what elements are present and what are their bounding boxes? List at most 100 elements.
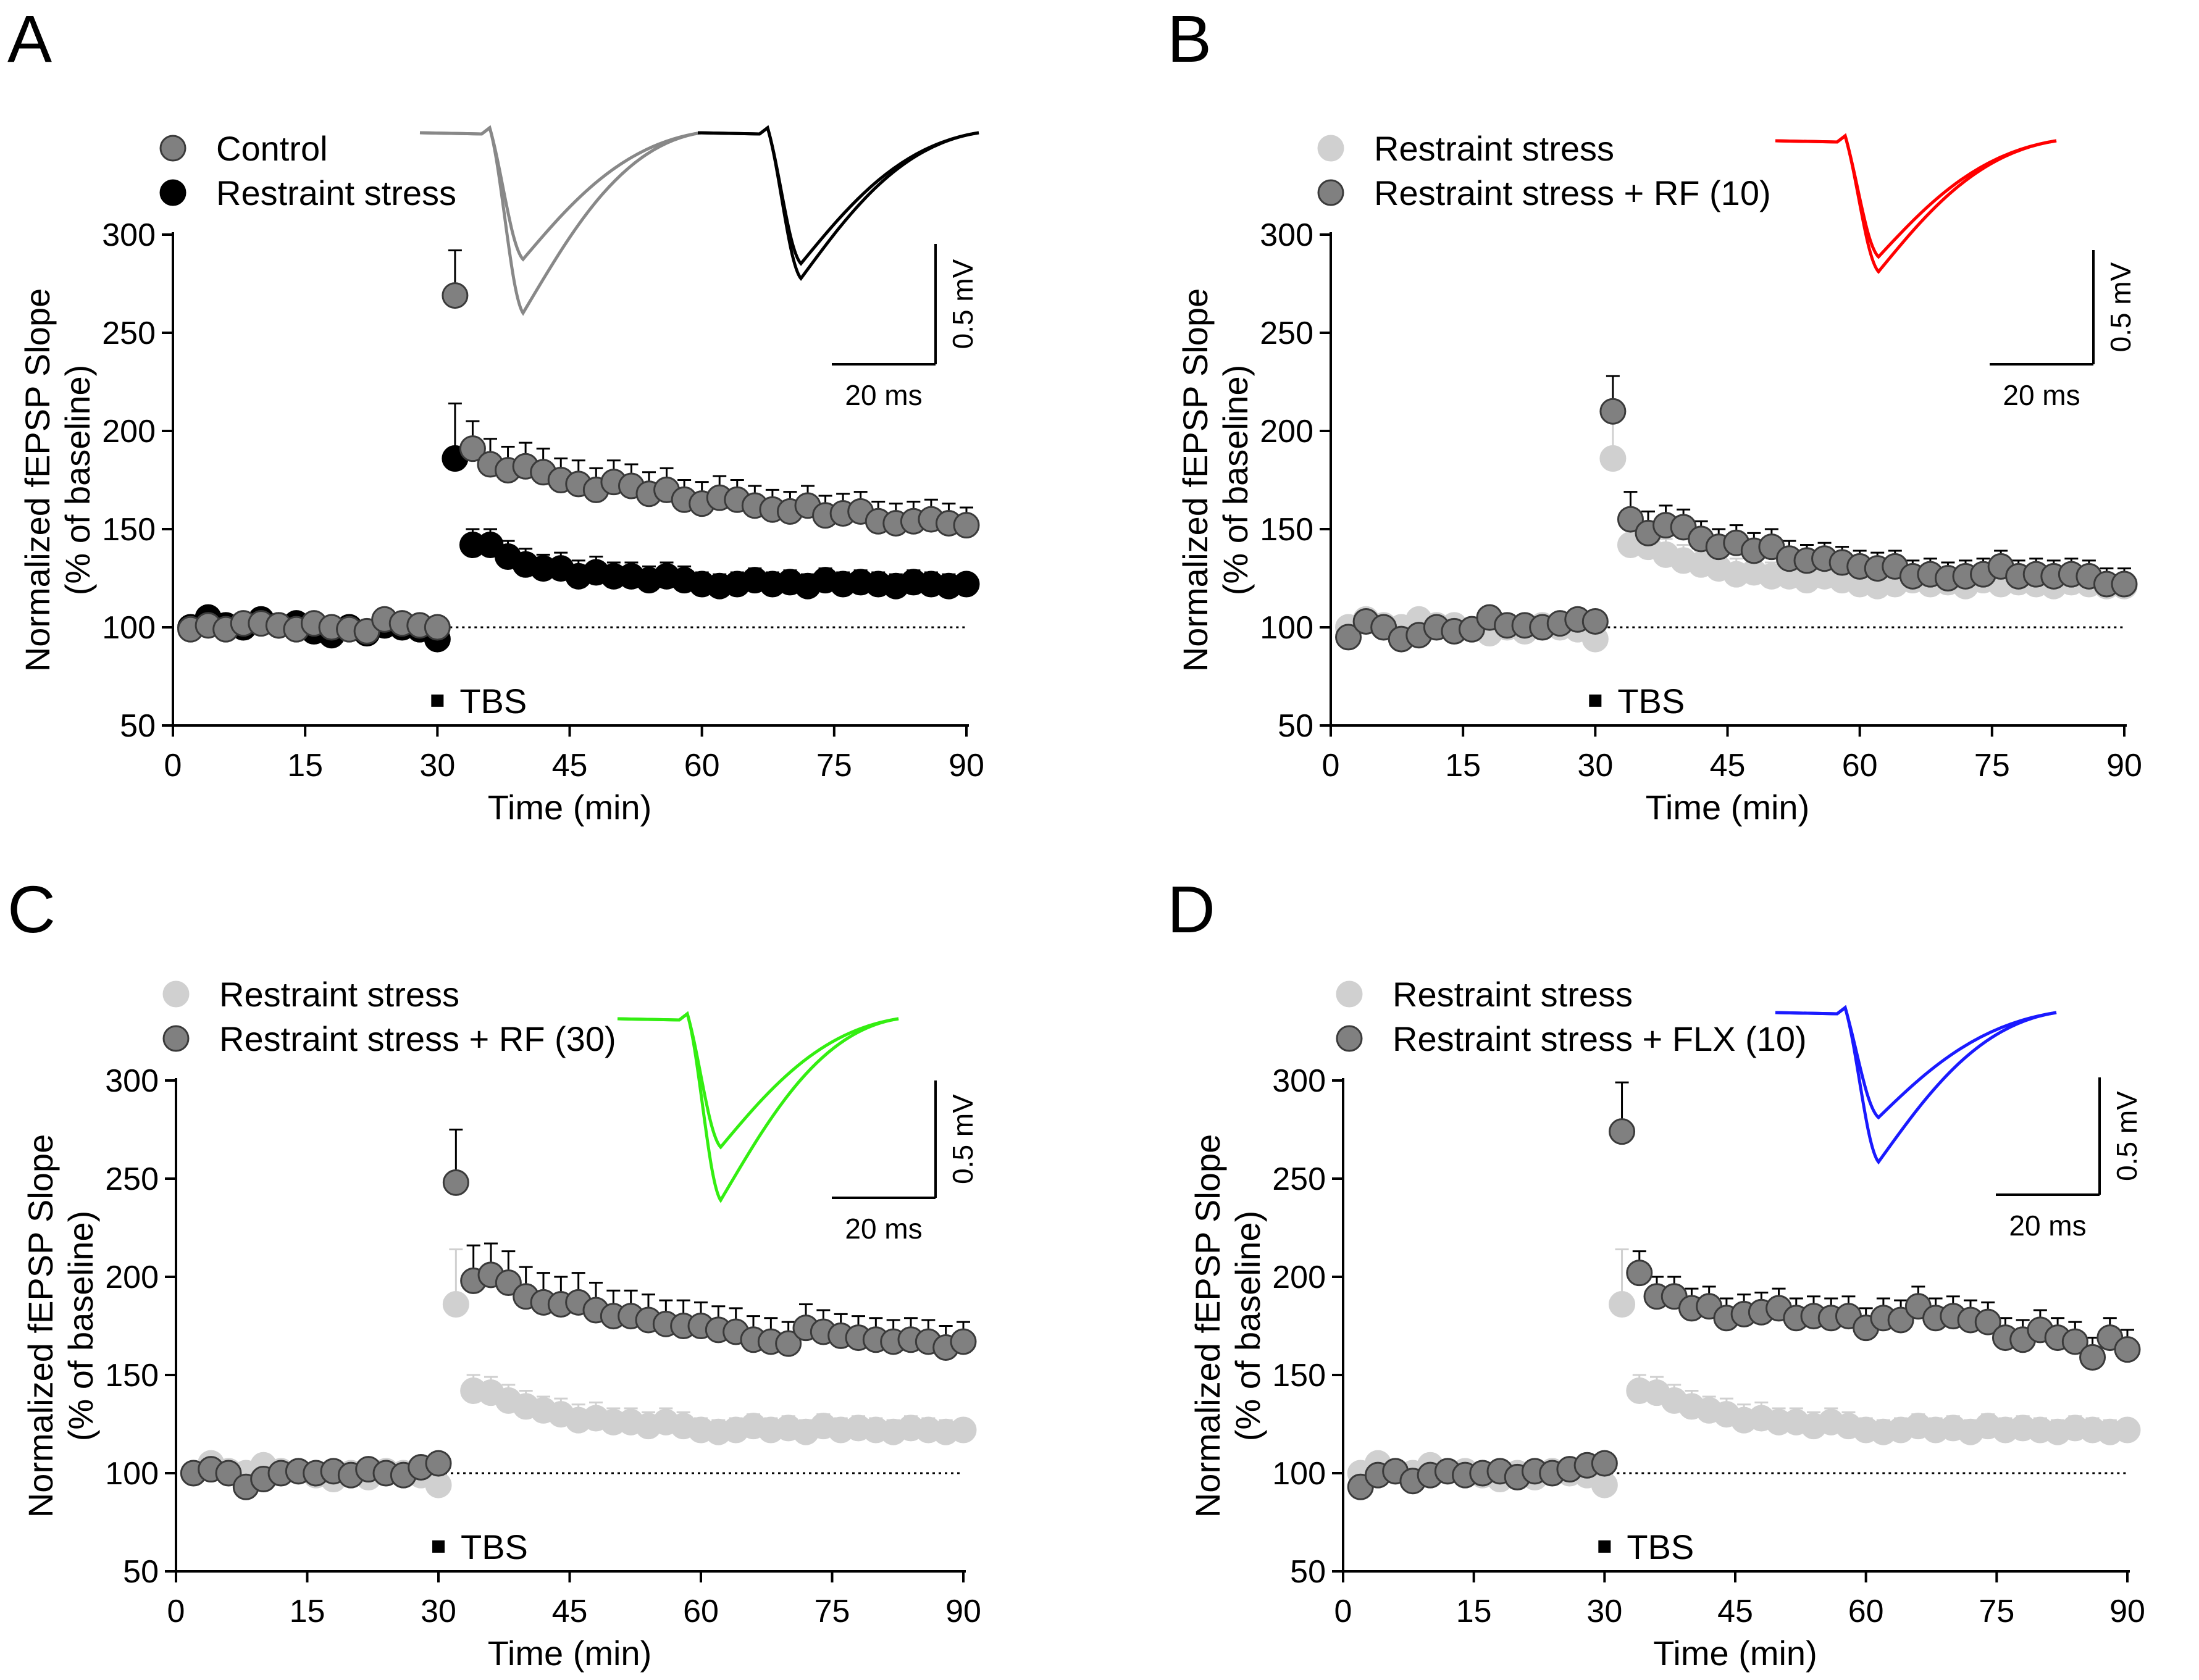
data-point-d-s1 xyxy=(2114,1336,2141,1363)
y-axis-sublabel-c: (% of baseline) xyxy=(61,1211,100,1442)
y-axis-label-d: Normalized fEPSP Slope xyxy=(1188,1134,1227,1518)
data-point-d-s1 xyxy=(1626,1260,1653,1287)
data-point-b-s1 xyxy=(2111,570,2138,598)
panel-letter-a: A xyxy=(7,1,52,76)
tbs-marker-d xyxy=(1598,1540,1611,1553)
data-point-d-s1 xyxy=(1591,1450,1618,1477)
x-tick-label-c: 60 xyxy=(683,1594,719,1629)
data-point-d-s1 xyxy=(2079,1344,2106,1371)
x-tick-label-a: 30 xyxy=(419,748,455,784)
fepsp-trace-b-0-1 xyxy=(1775,133,2057,274)
legend-label-c: Restraint stress + RF (30) xyxy=(219,1019,616,1058)
x-tick-label-c: 15 xyxy=(290,1594,325,1629)
panel-letter-b: B xyxy=(1167,1,1212,76)
data-point-a-s1 xyxy=(953,512,980,539)
data-point-b-s1 xyxy=(1617,506,1644,533)
x-tick-label-c: 0 xyxy=(167,1594,185,1629)
data-point-c-s1 xyxy=(425,1450,452,1477)
x-tick-label-a: 90 xyxy=(949,748,984,784)
x-tick-label-c: 30 xyxy=(421,1594,456,1629)
legend-marker-a xyxy=(159,179,186,206)
y-axis-sublabel-a: (% of baseline) xyxy=(58,365,97,596)
tbs-marker-a xyxy=(431,694,444,707)
legend-label-c: Restraint stress xyxy=(219,975,459,1014)
scale-bar-voltage-label-a: 0.5 mV xyxy=(947,259,979,349)
x-axis-label-c: Time (min) xyxy=(488,1634,651,1673)
x-tick-label-b: 30 xyxy=(1577,748,1613,784)
y-tick-label-c: 300 xyxy=(105,1063,159,1099)
y-tick-label-b: 250 xyxy=(1260,316,1313,351)
data-point-c-s0 xyxy=(950,1416,977,1444)
y-tick-label-d: 300 xyxy=(1272,1063,1326,1099)
data-point-b-s1 xyxy=(1599,398,1627,425)
x-axis-label-b: Time (min) xyxy=(1646,788,1809,827)
x-tick-label-d: 60 xyxy=(1848,1594,1884,1629)
y-tick-label-a: 250 xyxy=(102,316,156,351)
x-tick-label-b: 15 xyxy=(1445,748,1481,784)
legend-marker-a xyxy=(159,135,186,162)
legend-marker-b xyxy=(1317,179,1344,206)
scale-bar-time-label-a: 20 ms xyxy=(845,379,922,411)
legend-label-a: Restraint stress xyxy=(216,173,456,212)
x-axis-label-a: Time (min) xyxy=(488,788,651,827)
panel-letter-c: C xyxy=(7,872,56,947)
y-tick-label-c: 100 xyxy=(105,1456,159,1492)
x-tick-label-b: 60 xyxy=(1842,748,1878,784)
data-point-d-s1 xyxy=(1974,1308,2001,1335)
y-axis-label-c: Normalized fEPSP Slope xyxy=(21,1134,60,1518)
legend-marker-c xyxy=(162,980,190,1008)
fepsp-trace-a-0-1 xyxy=(419,125,702,316)
data-point-d-s0 xyxy=(2114,1416,2141,1444)
data-point-a-s1 xyxy=(424,614,451,641)
data-point-c-s1 xyxy=(442,1169,469,1196)
x-tick-label-d: 75 xyxy=(1979,1594,2014,1629)
data-point-b-s1 xyxy=(1335,624,1362,651)
legend-label-b: Restraint stress + RF (10) xyxy=(1374,173,1771,212)
x-tick-label-c: 90 xyxy=(945,1594,981,1629)
legend-marker-d xyxy=(1336,980,1363,1008)
data-point-a-s0 xyxy=(953,570,980,598)
tbs-label-a: TBS xyxy=(459,682,527,721)
scale-bar-voltage-label-b: 0.5 mV xyxy=(2105,262,2137,352)
data-point-c-s1 xyxy=(950,1328,977,1355)
legend-marker-b xyxy=(1317,135,1344,162)
x-tick-label-d: 0 xyxy=(1334,1594,1352,1629)
fepsp-trace-a-1-0 xyxy=(697,125,979,266)
tbs-label-d: TBS xyxy=(1627,1527,1694,1566)
y-axis-label-b: Normalized fEPSP Slope xyxy=(1176,288,1215,672)
x-axis-label-d: Time (min) xyxy=(1653,1634,1817,1673)
data-point-b-s0 xyxy=(1599,445,1627,472)
data-point-b-s1 xyxy=(1581,608,1609,635)
scale-bar-time-label-c: 20 ms xyxy=(845,1213,922,1245)
data-point-d-s0 xyxy=(1609,1291,1636,1318)
tbs-marker-b xyxy=(1589,694,1602,707)
data-point-c-s1 xyxy=(215,1460,242,1487)
y-tick-label-a: 150 xyxy=(102,512,156,548)
legend-marker-c xyxy=(162,1025,190,1052)
y-axis-sublabel-b: (% of baseline) xyxy=(1216,365,1255,596)
fepsp-trace-d-0-1 xyxy=(1775,1005,2057,1165)
x-tick-label-d: 90 xyxy=(2109,1594,2145,1629)
fepsp-trace-a-1-1 xyxy=(697,125,979,282)
scale-bar-voltage-label-c: 0.5 mV xyxy=(947,1094,979,1184)
y-tick-label-b: 150 xyxy=(1260,512,1313,548)
y-tick-label-d: 250 xyxy=(1272,1161,1326,1197)
y-tick-label-d: 50 xyxy=(1290,1554,1326,1590)
data-point-d-s1 xyxy=(1887,1306,1914,1334)
y-tick-label-a: 100 xyxy=(102,610,156,646)
data-point-c-s0 xyxy=(442,1291,469,1318)
x-tick-label-d: 30 xyxy=(1586,1594,1622,1629)
y-axis-label-a: Normalized fEPSP Slope xyxy=(18,288,57,672)
x-tick-label-a: 15 xyxy=(287,748,323,784)
y-tick-label-a: 300 xyxy=(102,217,156,253)
y-tick-label-d: 200 xyxy=(1272,1260,1326,1295)
y-tick-label-c: 50 xyxy=(123,1554,159,1590)
y-tick-label-d: 100 xyxy=(1272,1456,1326,1492)
data-point-a-s1 xyxy=(459,435,486,462)
y-tick-label-b: 200 xyxy=(1260,414,1313,449)
tbs-label-c: TBS xyxy=(461,1527,528,1566)
x-tick-label-a: 0 xyxy=(164,748,182,784)
y-tick-label-c: 250 xyxy=(105,1161,159,1197)
y-tick-label-d: 150 xyxy=(1272,1358,1326,1394)
x-tick-label-b: 75 xyxy=(1974,748,2010,784)
